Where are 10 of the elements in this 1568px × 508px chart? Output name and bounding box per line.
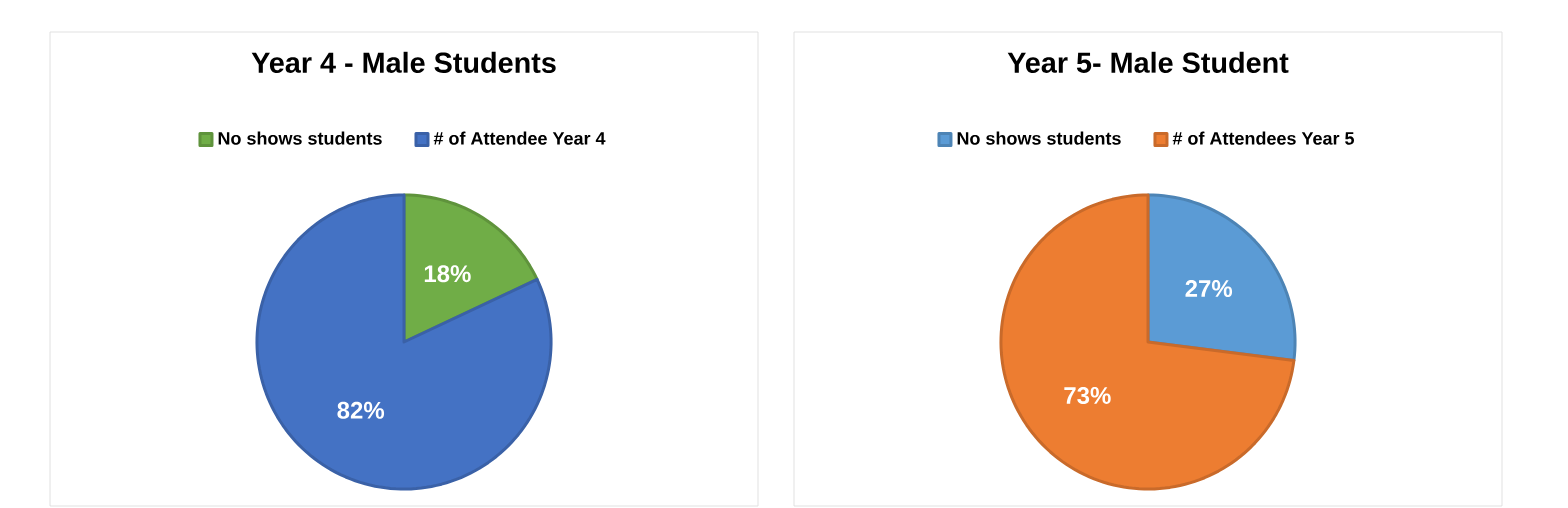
- legend-label: # of Attendees Year 5: [1172, 131, 1355, 145]
- legend-label: No shows students: [957, 131, 1121, 145]
- data-label: 18%: [424, 265, 471, 283]
- data-label: 27%: [1185, 280, 1233, 297]
- chart-title: Year 4 - Male Students: [251, 51, 556, 73]
- chart-title: Year 5- Male Student: [1007, 51, 1289, 73]
- legend-label: # of Attendee Year 4: [433, 131, 606, 145]
- data-label: 73%: [1064, 386, 1111, 404]
- legend-label: No shows students: [218, 131, 382, 145]
- data-label: 82%: [337, 401, 385, 419]
